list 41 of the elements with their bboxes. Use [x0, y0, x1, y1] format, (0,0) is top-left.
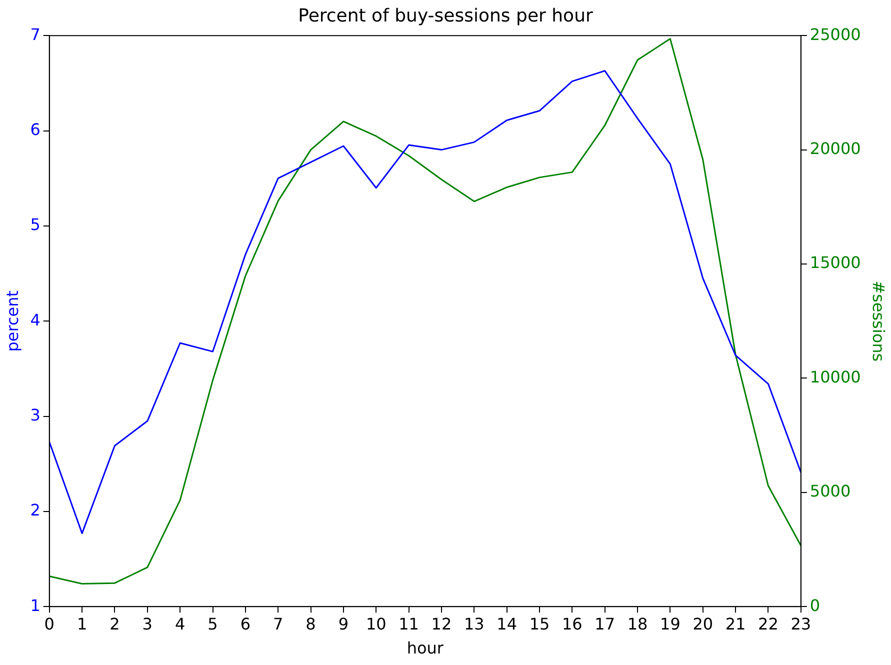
x-tick-label: 16 [562, 614, 582, 634]
x-tick-label: 17 [594, 614, 616, 634]
x-tick-label: 19 [660, 614, 680, 634]
y-axis-title: percent [2, 290, 22, 352]
x-tick-label: 4 [174, 614, 186, 634]
x-tick-label: 3 [142, 614, 152, 634]
y2-tick-label: 25000 [810, 24, 861, 44]
y2-tick-label: 20000 [810, 138, 861, 158]
y2-tick-label: 5000 [810, 482, 851, 501]
x-tick-label: 21 [725, 614, 746, 634]
y2-tick-label: 0 [810, 596, 820, 615]
x-tick-label: 15 [529, 614, 550, 634]
x-tick-label: 2 [110, 614, 120, 634]
x-tick-label: 12 [431, 614, 452, 634]
x-tick-label: 1 [76, 614, 88, 634]
y-tick-label: 4 [30, 310, 40, 330]
x-tick-label: 6 [240, 614, 251, 634]
y-tick-label: 6 [30, 120, 40, 139]
x-tick-label: 13 [464, 614, 484, 634]
x-tick-label: 10 [366, 614, 386, 634]
y-tick-label: 7 [30, 24, 40, 44]
x-tick-label: 0 [44, 614, 54, 634]
y-tick-label: 3 [30, 405, 40, 424]
x-tick-label: 7 [273, 614, 284, 634]
x-tick-label: 11 [398, 614, 419, 634]
y-tick-label: 5 [30, 215, 40, 234]
x-tick-label: 23 [790, 614, 812, 634]
x-tick-label: 14 [496, 614, 518, 634]
y2-tick-label: 10000 [810, 367, 861, 386]
chart-title: Percent of buy-sessions per hour [298, 5, 594, 26]
x-tick-label: 9 [338, 614, 349, 634]
y-tick-label: 1 [30, 596, 40, 615]
x-tick-label: 18 [627, 614, 648, 634]
x-tick-label: 5 [208, 614, 218, 634]
y-tick-label: 2 [30, 500, 40, 520]
y2-tick-label: 15000 [810, 253, 861, 272]
y2-axis-title: #sessions [869, 280, 888, 362]
x-axis-title: hour [406, 638, 444, 658]
x-tick-label: 20 [692, 614, 714, 634]
x-tick-label: 22 [758, 614, 778, 634]
x-tick-label: 8 [306, 614, 316, 634]
